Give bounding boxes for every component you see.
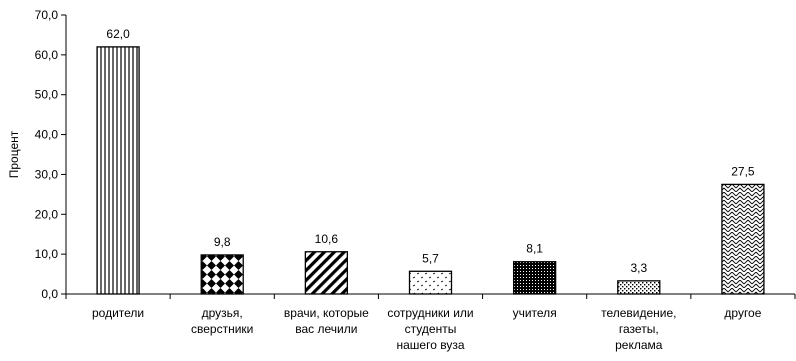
- value-label: 3,3: [630, 261, 647, 275]
- y-tick-label: 70,0: [35, 8, 59, 22]
- y-tick-label: 30,0: [35, 167, 59, 181]
- y-tick-label: 50,0: [35, 88, 59, 102]
- value-label: 9,8: [214, 235, 231, 249]
- category-label: учителя: [513, 306, 557, 320]
- y-axis-title: Процент: [7, 130, 21, 178]
- y-tick-label: 10,0: [35, 247, 59, 261]
- y-tick-label: 40,0: [35, 128, 59, 142]
- bar: [304, 251, 349, 295]
- bar: [96, 46, 140, 295]
- category-label-line: родители: [92, 306, 144, 320]
- bar: [512, 261, 557, 295]
- value-label: 62,0: [106, 27, 130, 41]
- bar: [617, 280, 661, 295]
- category-label-line: вас лечили: [295, 322, 357, 336]
- category-label-line: реклама: [615, 338, 663, 352]
- category-label-line: врачи, которые: [284, 306, 369, 320]
- category-label: сотрудники или студенты нашего вуза: [387, 306, 473, 352]
- category-label-line: газеты,: [619, 322, 659, 336]
- y-axis: 0,0 10,0 20,0 30,0 40,0 50,0 60,0 70,0: [35, 8, 67, 301]
- value-label: 5,7: [422, 251, 439, 265]
- value-label: 8,1: [526, 242, 543, 256]
- y-tick-label: 20,0: [35, 207, 59, 221]
- category-label-line: телевидение,: [601, 306, 676, 320]
- category-label-line: учителя: [513, 306, 557, 320]
- category-label-line: сверстники: [191, 322, 253, 336]
- y-tick-label: 60,0: [35, 48, 59, 62]
- bar: [721, 183, 765, 295]
- category-label-line: друзья,: [202, 306, 243, 320]
- bar: [200, 254, 244, 295]
- category-label-line: другое: [724, 306, 761, 320]
- category-label-line: нашего вуза: [396, 338, 464, 352]
- value-label: 10,6: [315, 232, 339, 246]
- bar: [408, 270, 453, 295]
- category-label-line: сотрудники или: [387, 306, 473, 320]
- category-label: врачи, которые вас лечили: [284, 306, 369, 336]
- bars: [96, 46, 765, 295]
- category-label: телевидение, газеты, реклама: [601, 306, 676, 352]
- y-tick-label: 0,0: [41, 287, 58, 301]
- category-label: другое: [724, 306, 761, 320]
- category-label: друзья, сверстники: [191, 306, 253, 336]
- category-label: родители: [92, 306, 144, 320]
- category-label-line: студенты: [405, 322, 457, 336]
- x-axis: [65, 293, 796, 299]
- value-label: 27,5: [731, 164, 755, 178]
- value-labels: 62,0 9,8 10,6 5,7 8,1 3,3 27,5: [106, 27, 755, 275]
